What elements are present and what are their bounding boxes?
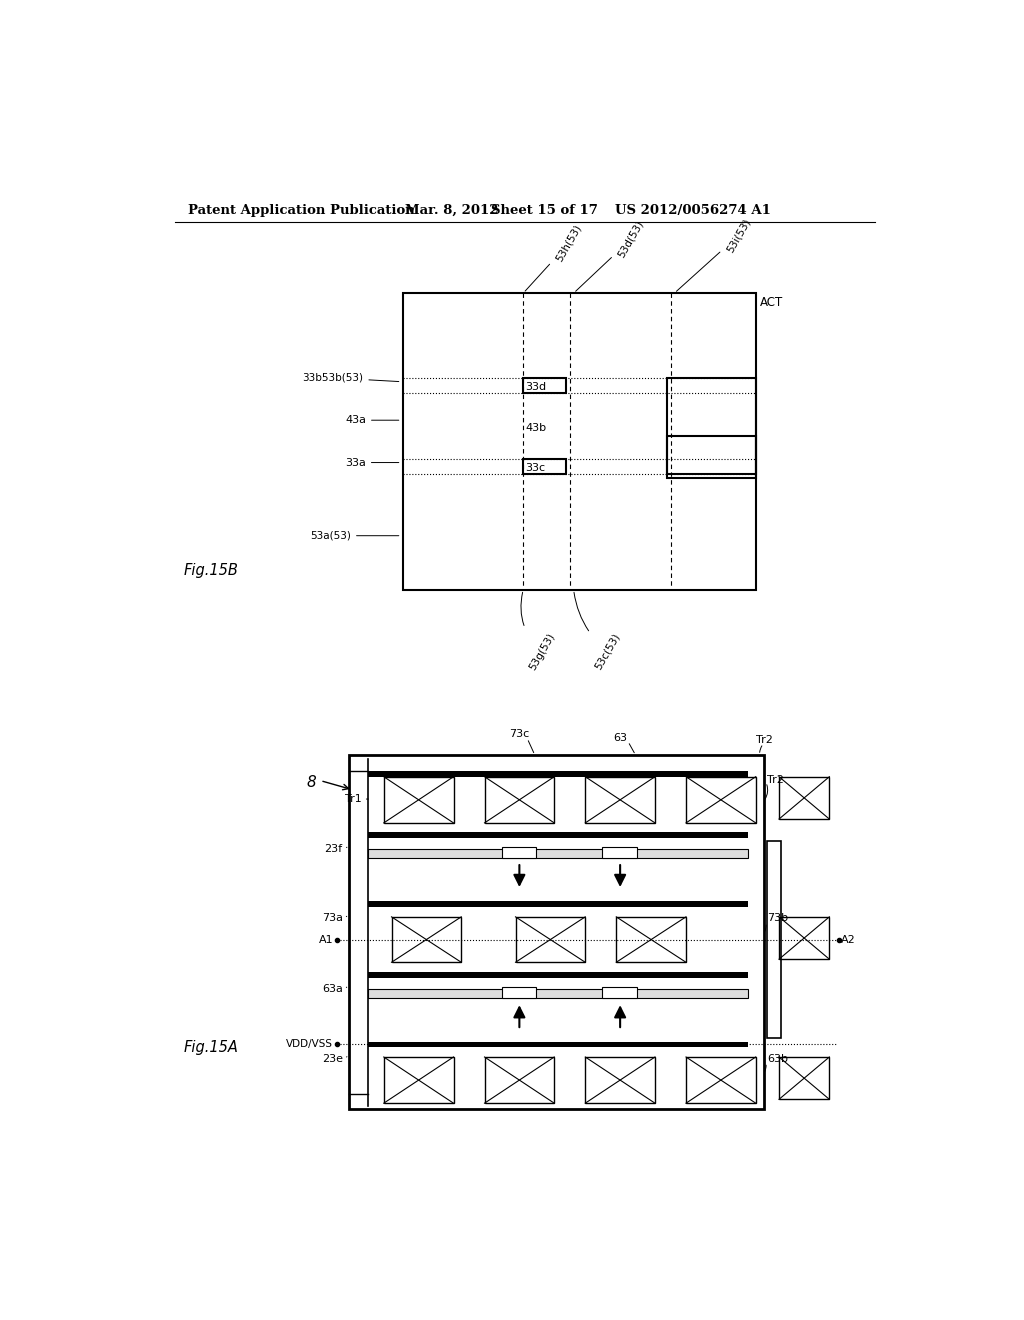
Text: A1: A1: [318, 935, 334, 945]
Bar: [369, 973, 748, 978]
Text: 73a: 73a: [322, 913, 343, 924]
Text: A2: A2: [841, 935, 856, 945]
Bar: [349, 755, 764, 1109]
Bar: [369, 849, 748, 858]
Bar: [779, 776, 829, 818]
Bar: [686, 776, 756, 822]
Text: 63: 63: [613, 733, 627, 743]
Bar: [523, 459, 566, 474]
Bar: [779, 917, 829, 960]
Text: Sheet 15 of 17: Sheet 15 of 17: [490, 205, 598, 218]
Text: US 2012/0056274 A1: US 2012/0056274 A1: [614, 205, 771, 218]
Bar: [686, 1057, 756, 1104]
Bar: [602, 847, 637, 858]
Text: 53c(53): 53c(53): [574, 593, 622, 671]
Text: Tr1: Tr1: [345, 795, 362, 804]
Bar: [667, 436, 756, 474]
Text: 53i(53): 53i(53): [677, 216, 753, 292]
Bar: [523, 378, 566, 393]
Text: 43a: 43a: [345, 416, 398, 425]
Text: 23e: 23e: [322, 1053, 343, 1064]
Text: 43b: 43b: [525, 422, 547, 433]
Bar: [502, 847, 537, 858]
Bar: [779, 1057, 829, 1100]
Bar: [616, 917, 686, 962]
Text: 53g(53): 53g(53): [521, 593, 556, 672]
Text: 53a(53): 53a(53): [310, 531, 398, 541]
Text: Fig.15A: Fig.15A: [183, 1040, 239, 1055]
Text: 23f: 23f: [325, 843, 343, 854]
Text: 63a: 63a: [322, 985, 343, 994]
Text: Mar. 8, 2012: Mar. 8, 2012: [406, 205, 499, 218]
Text: 53d(53): 53d(53): [575, 219, 645, 292]
Bar: [484, 1057, 554, 1104]
Bar: [369, 989, 748, 998]
Text: 63b: 63b: [767, 1053, 788, 1064]
Bar: [515, 917, 586, 962]
Text: Patent Application Publication: Patent Application Publication: [188, 205, 415, 218]
Bar: [369, 771, 748, 776]
Bar: [369, 1041, 748, 1047]
Bar: [403, 293, 756, 590]
Text: Tr2: Tr2: [756, 735, 773, 744]
Text: 33d: 33d: [525, 381, 547, 392]
Bar: [586, 776, 655, 822]
Bar: [502, 987, 537, 998]
Text: 33b53b(53): 33b53b(53): [302, 372, 398, 383]
Bar: [602, 987, 637, 998]
Text: 8: 8: [306, 775, 316, 789]
Text: 73c: 73c: [509, 729, 529, 739]
Bar: [586, 1057, 655, 1104]
Text: 33c: 33c: [525, 463, 546, 473]
Text: 73b: 73b: [767, 913, 788, 924]
Text: 33a: 33a: [345, 458, 398, 467]
Text: Fig.15B: Fig.15B: [183, 562, 239, 578]
Text: VDD/VSS: VDD/VSS: [287, 1039, 334, 1049]
Bar: [384, 1057, 454, 1104]
Bar: [484, 776, 554, 822]
Text: Tr2: Tr2: [767, 775, 784, 785]
Bar: [369, 832, 748, 838]
Bar: [391, 917, 461, 962]
Bar: [667, 378, 756, 478]
Bar: [767, 841, 781, 1038]
Text: ACT: ACT: [760, 296, 783, 309]
Bar: [369, 902, 748, 907]
Bar: [384, 776, 454, 822]
Text: 53h(53): 53h(53): [525, 223, 584, 292]
